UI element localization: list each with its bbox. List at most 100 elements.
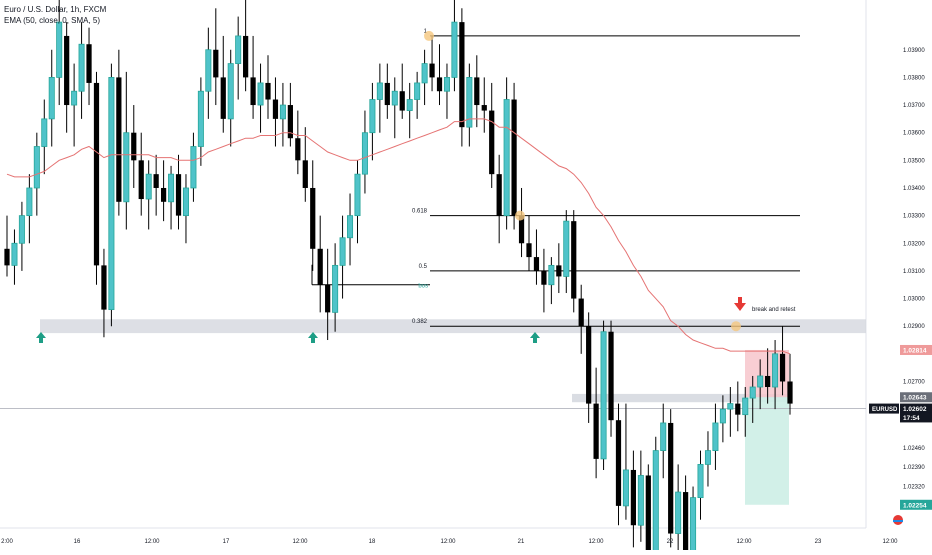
candle-body: [182, 187, 189, 217]
target-price-badge-bg: [900, 499, 932, 510]
countdown-badge-bg: [900, 412, 932, 423]
candle-body: [421, 63, 428, 84]
candle-body: [257, 82, 264, 106]
candle-body: [459, 22, 465, 128]
candle-body: [175, 174, 182, 216]
candle-body: [108, 77, 115, 311]
candle-body: [399, 91, 405, 111]
candle-body: [511, 99, 517, 216]
candle-body: [205, 49, 212, 92]
candle-body: [123, 132, 130, 203]
candle-body: [93, 82, 100, 266]
current-price-badge-bg: [900, 403, 932, 414]
ema-line: [6, 118, 791, 355]
y-tick-label: 1.03300: [903, 214, 925, 220]
x-tick-label: 12:00: [588, 539, 604, 545]
candle-body: [11, 242, 18, 266]
fib-anchor-marker: [424, 30, 434, 41]
candle-body: [563, 220, 570, 277]
candle-body: [376, 82, 383, 100]
arrow-up-icon: [530, 332, 540, 343]
x-tick-label: 12:00: [882, 539, 898, 545]
candle-body: [429, 63, 435, 78]
candle-body: [690, 497, 697, 555]
candle-body: [391, 90, 398, 106]
candle-body: [630, 469, 637, 526]
candle-body: [622, 469, 629, 507]
candle-body: [436, 77, 443, 92]
candle-body: [742, 397, 749, 416]
y-tick-label: 1.03400: [903, 186, 925, 192]
x-tick-label: 22: [667, 539, 674, 545]
target-price-badge: 1.02254: [903, 502, 927, 509]
entry-price-badge: 1.02643: [903, 395, 927, 402]
candle-body: [578, 298, 584, 327]
candle-body: [86, 44, 92, 83]
stop-price-badge-bg: [900, 344, 932, 355]
fib-anchor-marker: [515, 210, 525, 221]
candle-body: [265, 82, 271, 100]
candle-body: [153, 174, 159, 188]
candle-body: [325, 284, 331, 313]
candle-body: [481, 105, 487, 111]
symbol-badge-bg: [869, 403, 899, 414]
candle-body: [637, 475, 644, 526]
indicator-title[interactable]: EMA (50, close, 0, SMA, 5): [4, 16, 101, 25]
candle-body: [645, 475, 651, 555]
candle-body: [131, 132, 137, 161]
candle-body: [660, 422, 667, 451]
y-tick-label: 1.02320: [903, 485, 925, 491]
candle-body: [347, 215, 354, 239]
candle-body: [56, 21, 63, 78]
candle-body: [608, 331, 614, 421]
candle-body: [526, 243, 532, 258]
x-tick-label: 12:00: [736, 539, 752, 545]
candle-body: [48, 77, 55, 120]
candle-body: [145, 173, 152, 200]
candle-body: [406, 99, 413, 111]
symbol-title[interactable]: Euro / U.S. Dollar, 1h, FXCM: [4, 5, 107, 14]
candle-body: [384, 82, 390, 106]
chart-legend: Euro / U.S. Dollar, 1h, FXCM EMA (50, cl…: [4, 4, 106, 26]
candle-body: [697, 464, 704, 498]
candle-body: [235, 35, 242, 64]
x-tick-label: 21: [518, 539, 525, 545]
x-tick-label: 17: [223, 539, 230, 545]
candle-body: [749, 386, 756, 399]
candle-body: [593, 403, 599, 459]
candle-body: [518, 215, 525, 244]
arrow-up-icon: [308, 332, 318, 343]
y-tick-label: 1.03600: [903, 131, 925, 137]
y-tick-label: 1.03700: [903, 103, 925, 109]
candle-body: [227, 63, 234, 120]
candle-body: [556, 265, 562, 277]
candle-body: [719, 408, 726, 424]
candle-body: [474, 77, 480, 106]
break-retest-label: break and retest: [752, 307, 796, 313]
candle-body: [443, 77, 450, 92]
candle-body: [116, 77, 122, 202]
candle-body: [295, 138, 301, 161]
candle-body: [197, 90, 204, 147]
y-tick-label: 1.02700: [903, 379, 925, 385]
entry-price-badge-bg: [900, 392, 932, 403]
candle-body: [533, 257, 540, 271]
y-tick-label: 1.03000: [903, 297, 925, 303]
candle-body: [78, 43, 85, 92]
y-tick-label: 1.02460: [903, 446, 925, 452]
candle-body: [26, 187, 33, 217]
candle-body: [600, 331, 607, 460]
candle-body: [18, 215, 25, 244]
candle-body: [571, 221, 577, 299]
countdown-badge: 17:54: [903, 415, 920, 422]
candle-body: [704, 450, 711, 465]
fib-level-label: 1: [424, 29, 428, 35]
candle-body: [220, 77, 226, 119]
symbol-badge: EURUSD: [872, 407, 898, 413]
current-price-badge: 1.02602: [903, 406, 927, 413]
candle-body: [779, 353, 786, 382]
fib-anchor-marker: [731, 321, 741, 332]
candle-body: [310, 187, 316, 249]
